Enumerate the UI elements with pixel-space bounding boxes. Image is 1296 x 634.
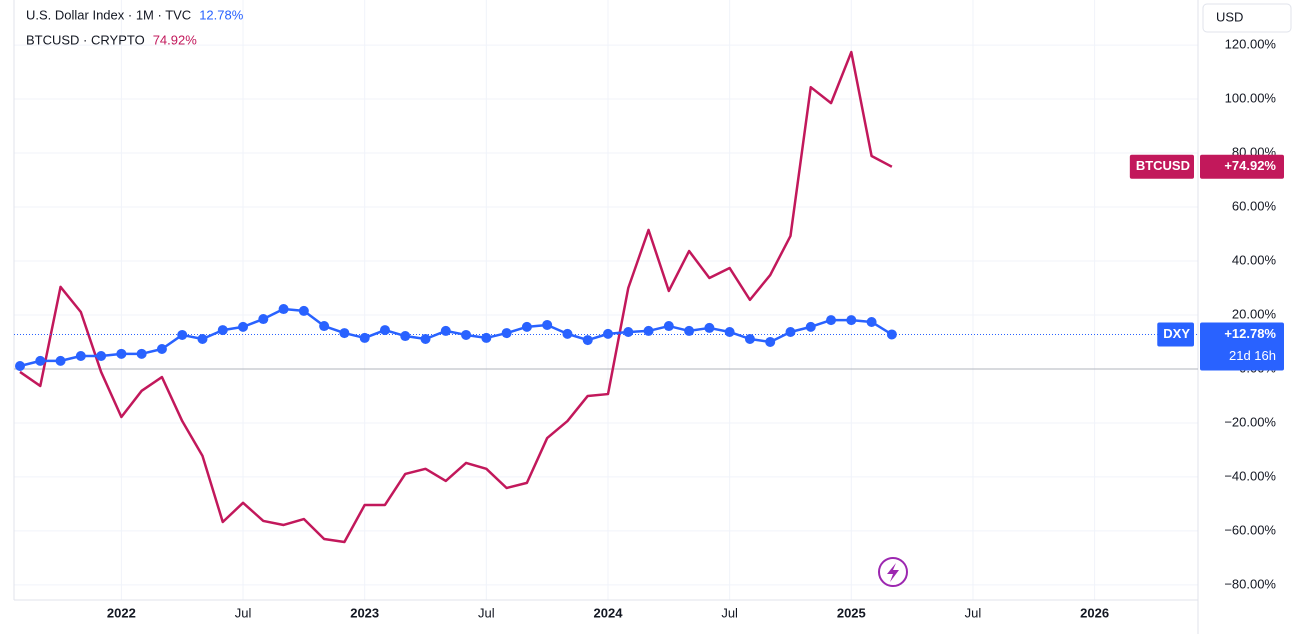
badge-value: +12.78% xyxy=(1224,326,1276,341)
data-point xyxy=(15,360,25,371)
x-tick-label: 2026 xyxy=(1080,605,1109,620)
data-point xyxy=(643,325,654,336)
data-point xyxy=(866,316,877,327)
data-point xyxy=(684,325,695,336)
data-point xyxy=(765,336,776,347)
badge-name-box xyxy=(1157,322,1194,347)
data-point xyxy=(521,321,532,332)
x-tick-label: 2025 xyxy=(837,605,866,620)
y-tick-label: 40.00% xyxy=(1232,252,1277,267)
data-point xyxy=(359,332,370,343)
badge-name-box xyxy=(1129,154,1194,179)
data-point xyxy=(156,343,167,354)
badge-value-box xyxy=(1200,322,1284,371)
data-point xyxy=(75,351,86,362)
badge-name: BTCUSD xyxy=(1136,158,1190,173)
data-point xyxy=(501,328,512,339)
data-point xyxy=(744,334,755,345)
data-point xyxy=(116,348,127,359)
y-tick-label: −40.00% xyxy=(1224,468,1276,483)
data-point xyxy=(846,315,857,326)
data-point xyxy=(197,334,208,345)
badge-countdown: 21d 16h xyxy=(1229,348,1276,363)
data-point xyxy=(319,321,330,332)
x-tick-label: 2024 xyxy=(594,605,624,620)
y-tick-label: −80.00% xyxy=(1224,576,1276,591)
data-point xyxy=(582,335,593,346)
data-point xyxy=(623,326,634,337)
badge-value: +74.92% xyxy=(1224,158,1276,173)
data-point xyxy=(35,355,46,366)
data-point xyxy=(603,328,613,339)
data-point xyxy=(663,321,674,332)
data-point xyxy=(481,332,492,343)
data-point xyxy=(400,331,411,342)
data-point xyxy=(96,351,107,362)
data-point xyxy=(704,322,715,333)
data-point xyxy=(136,348,147,359)
lightning-icon[interactable] xyxy=(878,557,908,587)
data-point xyxy=(785,326,796,337)
legend-name: BTCUSD · CRYPTO xyxy=(26,32,145,47)
legend-value: 12.78% xyxy=(199,7,244,22)
x-tick-label: Jul xyxy=(721,605,738,620)
data-point xyxy=(826,315,837,326)
series-line xyxy=(19,307,893,368)
data-point xyxy=(258,314,269,325)
y-tick-label: −20.00% xyxy=(1224,414,1276,429)
data-point xyxy=(886,329,897,340)
legend-name: U.S. Dollar Index · 1M · TVC xyxy=(26,7,191,22)
grid xyxy=(14,0,1198,600)
data-point xyxy=(440,325,451,336)
y-tick-label: 120.00% xyxy=(1225,37,1277,52)
badge-value-box xyxy=(1200,154,1284,179)
data-point xyxy=(298,305,309,316)
x-tick-label: Jul xyxy=(235,605,252,620)
data-point xyxy=(339,328,350,339)
y-tick-label: 60.00% xyxy=(1232,198,1277,213)
legend-value: 74.92% xyxy=(153,32,198,47)
data-point xyxy=(562,328,573,339)
x-tick-label: 2022 xyxy=(107,605,136,620)
data-point xyxy=(238,321,249,332)
currency: USD xyxy=(1216,9,1243,24)
data-point xyxy=(542,319,553,330)
data-point xyxy=(805,321,816,332)
data-point xyxy=(217,325,228,336)
data-point xyxy=(55,355,66,366)
data-point xyxy=(724,326,735,337)
y-tick-label: −60.00% xyxy=(1224,522,1276,537)
data-point xyxy=(420,334,431,345)
data-point xyxy=(379,325,390,336)
y-tick-label: 100.00% xyxy=(1225,90,1277,105)
x-tick-label: Jul xyxy=(478,605,495,620)
x-tick-label: 2023 xyxy=(350,605,379,620)
data-point xyxy=(278,304,289,315)
x-tick-label: Jul xyxy=(965,605,982,620)
y-tick-label: 20.00% xyxy=(1232,306,1277,321)
badge-name: DXY xyxy=(1163,326,1190,341)
currency-button[interactable] xyxy=(1202,3,1292,33)
data-point xyxy=(461,329,472,340)
series-line xyxy=(19,50,893,544)
